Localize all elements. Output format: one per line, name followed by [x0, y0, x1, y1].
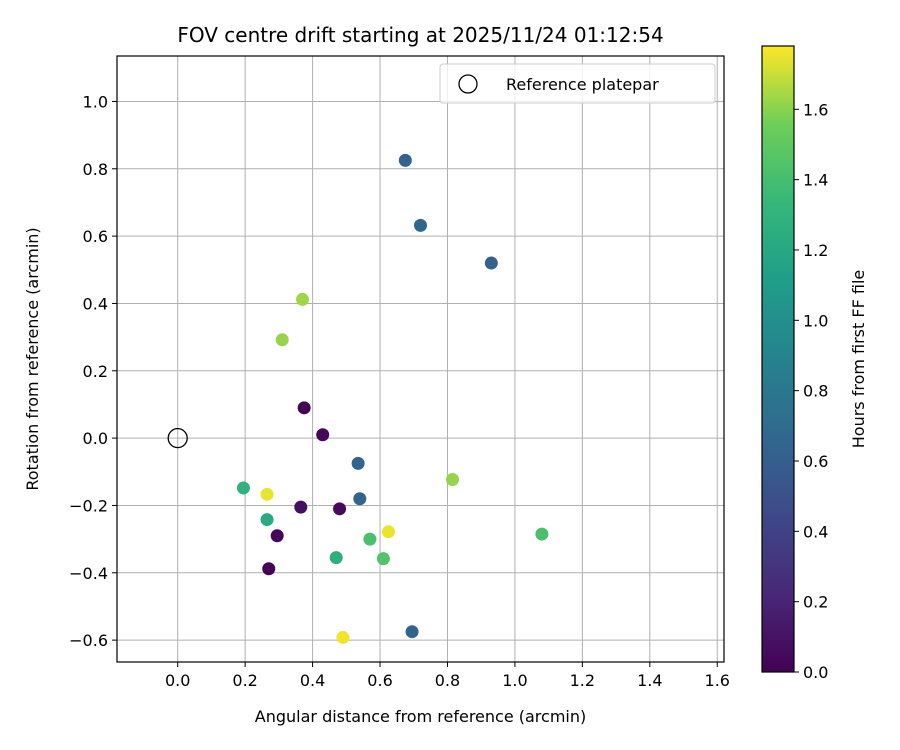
x-tick-label: 0.2	[232, 671, 257, 690]
colorbar-tick-label: 1.0	[803, 311, 828, 330]
y-tick-label: 0.2	[83, 362, 108, 381]
colorbar: 0.0 0.2 0.4 0.6 0.8 1.0 1.2 1.4 1.6 Hours from f…	[761, 45, 868, 682]
y-tick-label: 0.6	[83, 227, 108, 246]
x-tick-label: 0.0	[165, 671, 190, 690]
data-point	[484, 256, 498, 270]
data-point	[260, 487, 274, 501]
x-ticks: 0.0 0.2 0.4 0.6 0.8 1.0 1.2 1.4 1.6	[165, 662, 730, 690]
data-point	[270, 529, 284, 543]
data-point	[351, 456, 365, 470]
colorbar-tick-label: 0.0	[803, 663, 828, 682]
data-point	[398, 153, 412, 167]
data-point	[381, 525, 395, 539]
data-point	[262, 562, 276, 576]
data-point	[353, 492, 367, 506]
data-point	[336, 630, 350, 644]
data-point	[316, 428, 330, 442]
x-tick-label: 1.4	[637, 671, 662, 690]
legend-box	[439, 63, 716, 104]
y-tick-label: 0.0	[83, 429, 108, 448]
colorbar-tick-label: 1.4	[803, 171, 828, 190]
x-axis-label: Angular distance from reference (arcmin)	[255, 707, 586, 726]
data-point	[414, 218, 427, 232]
colorbar-frame	[761, 45, 795, 673]
y-tick-label: 0.8	[83, 160, 108, 179]
data-point	[329, 551, 343, 565]
data-point	[275, 333, 289, 347]
data-point	[405, 625, 419, 639]
x-tick-label: 1.2	[570, 671, 595, 690]
colorbar-tick-label: 0.8	[803, 382, 828, 401]
data-point	[294, 500, 308, 514]
colorbar-tick-label: 0.6	[803, 452, 828, 471]
x-tick-label: 0.6	[367, 671, 392, 690]
colorbar-tick-label: 1.6	[803, 100, 828, 119]
plot-frame	[116, 55, 725, 663]
colorbar-ticks: 0.0 0.2 0.4 0.6 0.8 1.0 1.2 1.4 1.6	[794, 100, 828, 682]
legend-marker-reference	[458, 74, 478, 94]
data-point	[236, 481, 250, 495]
colorbar-tick-label: 1.2	[803, 241, 828, 260]
colorbar-label: Hours from first FF file	[849, 270, 868, 449]
colorbar-gradient	[762, 46, 794, 672]
reference-layer	[167, 427, 188, 449]
grid	[117, 56, 724, 662]
y-tick-label: 0.4	[83, 294, 108, 313]
data-point	[363, 532, 377, 546]
x-tick-label: 0.8	[435, 671, 460, 690]
points-layer	[236, 153, 549, 644]
reference-platepar-marker	[167, 427, 188, 449]
data-point	[535, 527, 549, 541]
data-point	[446, 473, 460, 487]
y-tick-label: −0.4	[69, 564, 108, 583]
chart-title: FOV centre drift starting at 2025/11/24 …	[177, 23, 663, 47]
y-axis-label: Rotation from reference (arcmin)	[23, 227, 42, 490]
data-point	[297, 401, 311, 415]
data-point	[376, 552, 390, 566]
y-tick-label: −0.2	[69, 496, 108, 515]
data-point	[333, 502, 347, 516]
x-tick-label: 0.4	[300, 671, 325, 690]
legend: Reference platepar	[439, 63, 716, 104]
x-tick-label: 1.6	[705, 671, 730, 690]
y-tick-label: −0.6	[69, 631, 108, 650]
data-point	[295, 292, 309, 306]
colorbar-tick-label: 0.4	[803, 522, 828, 541]
data-point	[260, 513, 274, 527]
y-ticks: −0.6 −0.4 −0.2 0.0 0.2 0.4 0.6 0.8 1.0	[69, 92, 117, 650]
legend-label-reference: Reference platepar	[506, 75, 659, 94]
x-tick-label: 1.0	[502, 671, 527, 690]
y-tick-label: 1.0	[83, 92, 108, 111]
colorbar-tick-label: 0.2	[803, 593, 828, 612]
